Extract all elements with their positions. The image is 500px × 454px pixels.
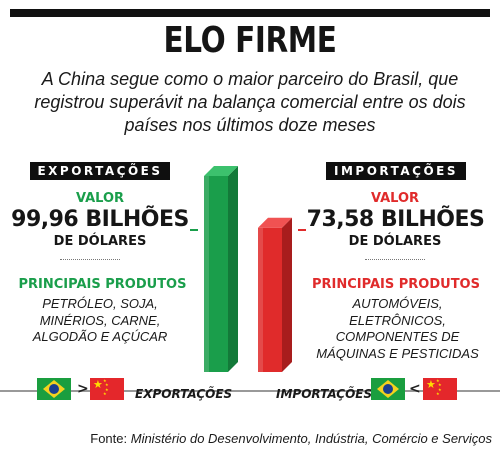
imports-bar-label: IMPORTAÇÕES — [276, 387, 373, 401]
exports-bar — [204, 166, 238, 372]
exports-products: PETRÓLEO, SOJA, MINÉRIOS, CARNE, ALGODÃO… — [32, 296, 168, 344]
brazil-flag-icon — [371, 378, 405, 400]
imports-header: IMPORTAÇÕES — [326, 162, 466, 180]
china-flag-icon: ★ ★ ★ ★ ★ — [90, 378, 124, 400]
exports-products-label: PRINCIPAIS PRODUTOS — [18, 277, 187, 292]
page-title: ELO FIRME — [163, 20, 337, 61]
page-subtitle: A China segue como o maior parceiro do B… — [34, 69, 466, 135]
brazil-flag-icon — [37, 378, 71, 400]
exports-arrow-icon: > — [77, 381, 89, 397]
imports-value-label: VALOR — [370, 191, 420, 206]
exports-unit: DE DÓLARES — [53, 234, 147, 249]
imports-tick — [298, 229, 306, 231]
baseline — [0, 390, 500, 392]
imports-value: 73,58 BILHÕES — [306, 207, 485, 232]
imports-bar — [258, 217, 292, 372]
imports-unit: DE DÓLARES — [348, 234, 442, 249]
exports-tick — [190, 229, 198, 231]
china-flag-icon: ★ ★ ★ ★ ★ — [423, 378, 457, 400]
exports-header: EXPORTAÇÕES — [30, 162, 170, 180]
source-note: Fonte: Ministério do Desenvolvimento, In… — [0, 431, 492, 446]
imports-products: AUTOMÓVEIS, ELETRÔNICOS, COMPONENTES DE … — [316, 296, 479, 361]
imports-arrow-icon: < — [409, 381, 421, 397]
exports-divider — [60, 259, 120, 260]
imports-products-label: PRINCIPAIS PRODUTOS — [312, 277, 480, 292]
exports-value-label: VALOR — [75, 191, 125, 206]
imports-divider — [365, 259, 425, 260]
exports-value: 99,96 BILHÕES — [11, 207, 189, 232]
top-rule — [10, 9, 490, 17]
source-text: Ministério do Desenvolvimento, Indústria… — [130, 431, 492, 446]
source-prefix: Fonte: — [90, 431, 128, 446]
exports-bar-label: EXPORTAÇÕES — [135, 387, 233, 401]
